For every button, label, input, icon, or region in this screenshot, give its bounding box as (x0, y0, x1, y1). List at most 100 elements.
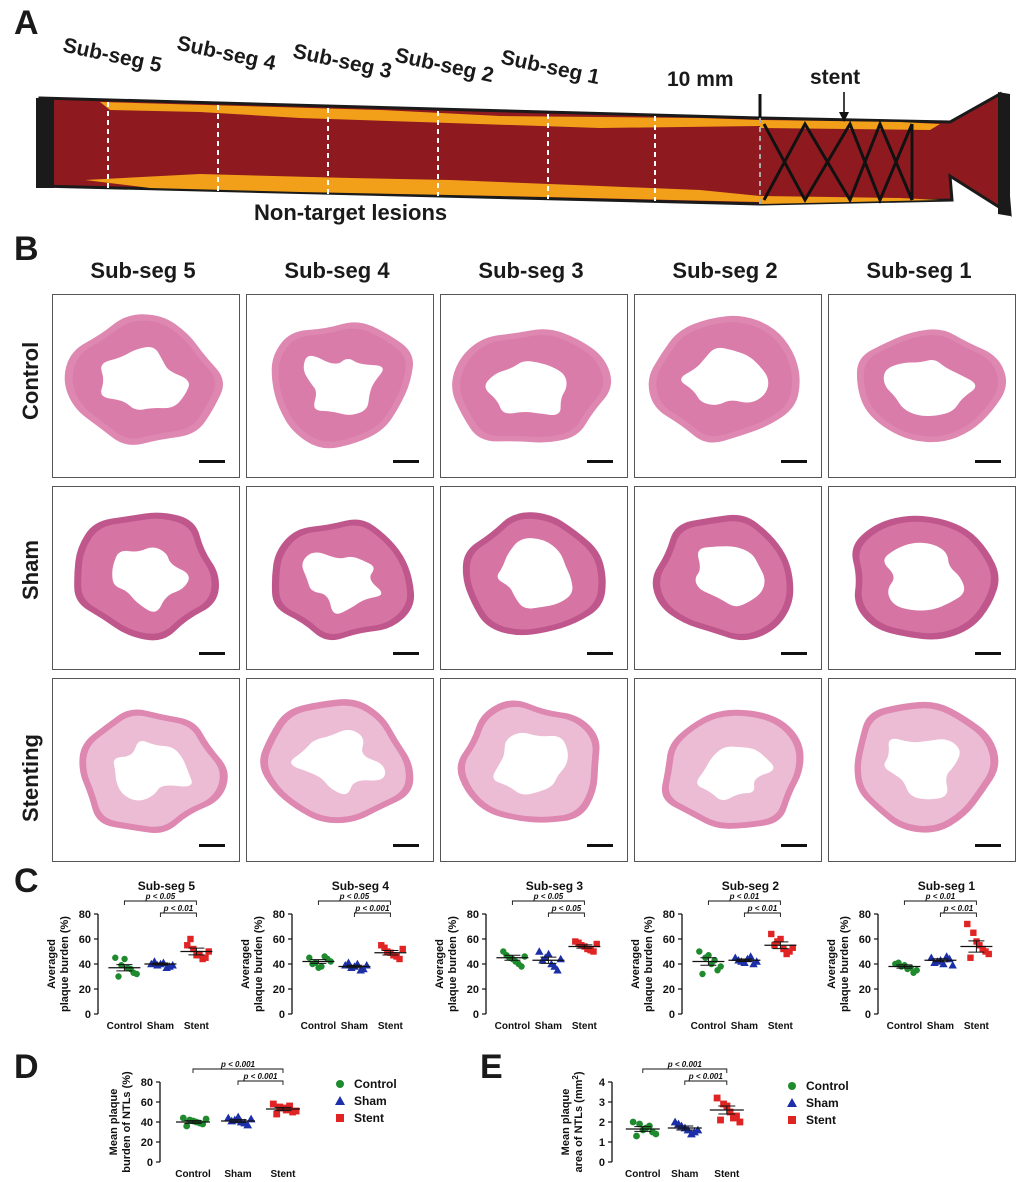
y-tick-label: 80 (79, 909, 91, 921)
column-header-subseg-4: Sub-seg 4 (284, 258, 390, 283)
y-axis-label: plaque burden (%) (643, 916, 655, 1012)
panel-letter-d: D (14, 1048, 39, 1086)
x-tick-label: Stent (271, 1169, 297, 1180)
data-point-control (309, 960, 316, 968)
data-point-sham (162, 963, 171, 971)
data-point-stent (381, 944, 388, 951)
legend-label-stent: Stent (354, 1111, 384, 1125)
y-axis-label: plaque burden (%) (59, 916, 71, 1012)
y-tick-label: 2 (599, 1117, 605, 1129)
y-tick-label: 20 (273, 984, 285, 996)
data-point-stent (976, 942, 983, 949)
chart-title: Sub-seg 5 (138, 879, 196, 893)
data-point-stent (789, 944, 796, 951)
scale-bar (587, 460, 613, 463)
x-tick-label: Sham (341, 1021, 368, 1032)
data-point-sham (746, 952, 755, 960)
row-header-stenting: Stenting (18, 734, 43, 822)
y-tick-label: 1 (599, 1137, 605, 1149)
data-point-stent (292, 1107, 300, 1115)
data-point-control (121, 955, 128, 963)
histology-section-control-3 (440, 294, 628, 478)
y-tick-label: 40 (79, 959, 91, 971)
data-point-control (696, 948, 703, 955)
data-point-stent (575, 939, 582, 946)
y-tick-label: 40 (273, 959, 285, 971)
plaque-top (100, 102, 760, 128)
data-point-control (202, 1115, 210, 1123)
data-point-stent (964, 920, 971, 928)
sig-label: p < 0.01 (729, 892, 760, 901)
x-tick-label: Control (887, 1021, 923, 1032)
legend-label-stent: Stent (806, 1113, 836, 1127)
data-point-control (717, 963, 724, 970)
scale-bar (587, 844, 613, 847)
sig-label: p < 0.05 (145, 892, 176, 901)
sig-label: p < 0.001 (242, 1072, 278, 1081)
data-point-stent (979, 945, 986, 953)
data-point-sham (544, 949, 553, 958)
panel-letter-c: C (14, 862, 39, 900)
y-tick-label: 60 (141, 1097, 153, 1109)
y-tick-label: 0 (865, 1009, 871, 1021)
data-point-control (646, 1122, 653, 1130)
x-tick-label: Sham (224, 1169, 251, 1180)
x-tick-label: Stent (714, 1169, 740, 1180)
y-tick-label: 40 (859, 959, 871, 971)
stent-struts (762, 120, 914, 204)
data-point-sham (939, 959, 948, 968)
histology-section-sham-3 (440, 486, 628, 670)
panel-letter-b: B (14, 230, 39, 268)
data-point-sham (674, 1119, 683, 1128)
y-tick-label: 40 (141, 1117, 153, 1129)
data-point-sham (553, 966, 562, 974)
histology-section-stenting-3 (440, 678, 628, 862)
y-tick-label: 4 (599, 1077, 606, 1089)
y-tick-label: 20 (663, 984, 675, 996)
y-axis-label: plaque burden (%) (839, 916, 851, 1012)
y-tick-label: 20 (467, 984, 479, 996)
data-point-stent (717, 1116, 724, 1124)
y-tick-label: 80 (663, 909, 675, 921)
data-point-sham (752, 957, 761, 965)
scale-bar (587, 652, 613, 655)
histology-section-control-1 (828, 294, 1016, 478)
x-tick-label: Stent (964, 1021, 990, 1032)
sig-bracket (159, 912, 197, 917)
scale-bar (199, 652, 225, 655)
histology-section-control-2 (634, 294, 822, 478)
scale-bar (199, 460, 225, 463)
y-tick-label: 40 (663, 959, 675, 971)
legend-marker-sham (335, 1096, 345, 1105)
panel-letter-e: E (480, 1048, 503, 1086)
data-point-control (629, 1118, 637, 1126)
y-tick-label: 0 (85, 1009, 91, 1021)
sig-label: p < 0.001 (688, 1072, 724, 1081)
vessel-left-cap (36, 98, 54, 188)
sig-label: p < 0.05 (551, 904, 582, 913)
chart-title: Sub-seg 4 (332, 879, 390, 893)
row-header-sham: Sham (18, 540, 43, 600)
legend-marker-stent (788, 1116, 796, 1124)
sig-label: p < 0.05 (339, 892, 370, 901)
histology-section-sham-1 (828, 486, 1016, 670)
sig-bracket (317, 900, 391, 905)
sig-bracket (707, 900, 781, 905)
sig-label: p < 0.01 (747, 904, 778, 913)
sig-label: p < 0.01 (163, 904, 194, 913)
legend-marker-stent (336, 1114, 344, 1122)
x-tick-label: Control (301, 1021, 337, 1032)
histology-section-sham-2 (634, 486, 822, 670)
column-header-subseg-1: Sub-seg 1 (866, 258, 972, 283)
y-tick-label: 20 (141, 1137, 153, 1149)
y-axis-label: area of NTLs (mm2) (571, 1071, 586, 1172)
histology-section-stenting-4 (246, 678, 434, 862)
y-tick-label: 60 (663, 934, 675, 946)
legend-e: Control Sham Stent (787, 1079, 849, 1127)
data-point-sham (535, 947, 544, 955)
legend-marker-sham (787, 1098, 797, 1107)
y-tick-label: 0 (147, 1157, 153, 1169)
scale-bar (781, 460, 807, 463)
